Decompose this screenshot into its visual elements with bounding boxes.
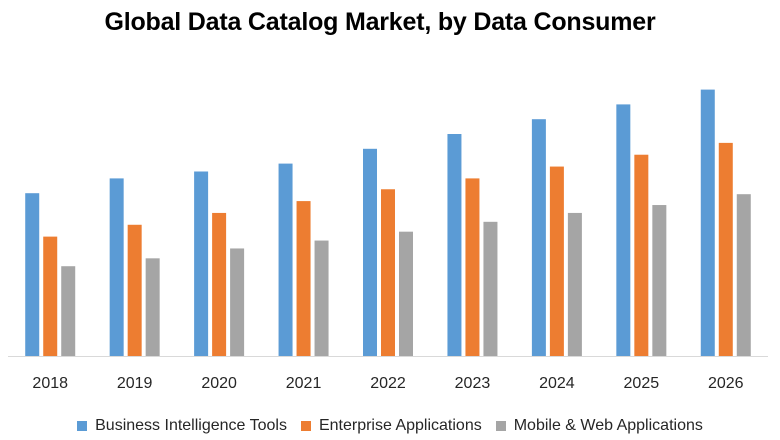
bar-2022-series-1 — [363, 148, 377, 356]
bar-2019-series-2 — [127, 224, 142, 356]
x-tick-label: 2019 — [117, 375, 153, 392]
bar-2025-series-2 — [634, 154, 649, 356]
bar-2023-series-2 — [465, 178, 480, 356]
bar-2018-series-2 — [43, 236, 58, 356]
chart-title: Global Data Catalog Market, by Data Cons… — [104, 8, 656, 36]
bar-2021-series-2 — [296, 201, 311, 356]
x-tick-label: 2022 — [370, 375, 406, 392]
x-tick-label: 2023 — [455, 375, 491, 392]
bar-2026-series-2 — [718, 142, 733, 356]
legend-swatch — [495, 421, 506, 431]
legend: Business Intelligence Tools Enterprise Ap… — [0, 414, 780, 438]
legend-label: Enterprise Applications — [318, 417, 482, 434]
bar-2020-series-2 — [212, 212, 227, 356]
bar-2021-series-1 — [278, 163, 293, 356]
bar-2020-series-3 — [230, 248, 245, 356]
x-tick-label: 2024 — [539, 375, 575, 392]
bar-2024-series-2 — [549, 166, 564, 356]
bar-2023-series-1 — [447, 134, 462, 356]
bar-2022-series-3 — [399, 231, 413, 356]
bar-2018-series-1 — [25, 193, 40, 356]
x-tick-label: 2026 — [708, 375, 744, 392]
bar-2026-series-1 — [700, 89, 715, 356]
x-tick-labels: 2018 2019 2020 2021 2022 2023 2024 2025 2026 — [32, 375, 743, 392]
bar-2020-series-1 — [194, 171, 209, 356]
bars-group — [25, 89, 751, 357]
bar-2024-series-3 — [567, 212, 582, 356]
legend-item: Business Intelligence Tools — [77, 417, 287, 435]
legend-swatch — [77, 421, 88, 431]
bar-2025-series-3 — [652, 205, 667, 356]
legend-swatch — [300, 421, 311, 431]
x-tick-label: 2021 — [286, 375, 322, 392]
bar-2018-series-3 — [61, 266, 76, 356]
x-tick-label: 2018 — [32, 375, 68, 392]
bar-2022-series-2 — [381, 189, 395, 356]
legend-label: Business Intelligence Tools — [95, 417, 287, 434]
legend-label: Mobile & Web Applications — [513, 417, 703, 434]
legend-item: Enterprise Applications — [300, 417, 482, 435]
bar-2021-series-3 — [314, 240, 329, 356]
bar-2023-series-3 — [483, 221, 498, 356]
bar-2019-series-3 — [145, 258, 160, 356]
x-tick-label: 2020 — [201, 375, 237, 392]
legend-item: Mobile & Web Applications — [495, 417, 703, 435]
bar-2026-series-3 — [736, 194, 751, 356]
bar-2024-series-1 — [531, 119, 546, 356]
bar-2025-series-1 — [616, 104, 631, 357]
bar-2019-series-1 — [109, 178, 124, 356]
x-tick-label: 2025 — [624, 375, 660, 392]
